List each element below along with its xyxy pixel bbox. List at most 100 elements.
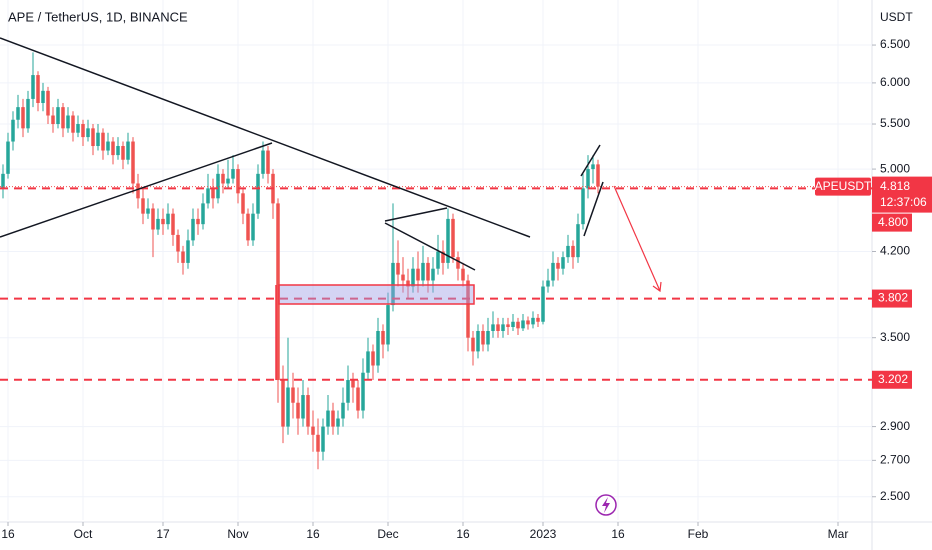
candle-body: [331, 410, 335, 427]
candle-body: [471, 337, 475, 352]
candle-body: [221, 173, 225, 184]
level-tag-box: [872, 289, 912, 308]
y-tick-label: 5.000: [880, 161, 910, 175]
candle-body: [376, 330, 380, 366]
candle-body: [166, 213, 170, 225]
candle-body: [536, 317, 540, 322]
candle-body: [171, 213, 175, 235]
candle-body: [356, 387, 360, 411]
x-tick-label: 16: [456, 527, 470, 541]
candle-body: [441, 251, 445, 263]
candle-body: [51, 115, 55, 125]
candle-body: [276, 203, 280, 381]
candle-body: [116, 146, 120, 156]
trendline: [583, 181, 604, 237]
candle-body: [386, 305, 390, 345]
candle-body: [526, 320, 530, 325]
candle-body: [561, 257, 565, 269]
candle-body: [211, 188, 215, 199]
candle-body: [371, 351, 375, 366]
candle-body: [401, 274, 405, 281]
level-tag-box: [872, 213, 912, 232]
candle-body: [366, 351, 370, 373]
candle-body: [251, 213, 255, 241]
x-tick-label: 17: [156, 527, 170, 541]
candle-body: [46, 90, 50, 116]
candle-body: [496, 324, 500, 331]
candle-body: [421, 262, 425, 281]
candle-body: [111, 141, 115, 156]
y-tick-label: 4.200: [880, 244, 910, 258]
x-tick-label: 16: [1, 527, 15, 541]
candle-body: [26, 98, 30, 129]
candle-body: [61, 107, 65, 129]
candle-body: [396, 262, 400, 275]
candle-body: [581, 188, 585, 225]
symbol-tag-box: [815, 177, 871, 196]
candle-body: [16, 107, 20, 120]
candle-body: [86, 128, 90, 138]
level-tag-box: [872, 370, 912, 389]
candle-body: [596, 164, 600, 187]
candle-body: [126, 141, 130, 160]
candle-body: [501, 324, 505, 331]
candle-body: [206, 188, 210, 204]
candle-body: [521, 320, 525, 329]
candle-body: [31, 75, 35, 99]
candle-body: [146, 208, 150, 214]
x-tick-label: Nov: [227, 527, 248, 541]
candle-body: [11, 119, 15, 142]
event-icon[interactable]: [595, 494, 617, 516]
candle-body: [446, 218, 450, 263]
candle-body: [36, 75, 40, 104]
candle-body: [156, 218, 160, 230]
candle-body: [101, 132, 105, 151]
candle-body: [141, 198, 145, 214]
candle-body: [566, 245, 570, 258]
candle-body: [186, 240, 190, 263]
candle-body: [326, 410, 330, 427]
candle-body: [181, 251, 185, 263]
candle-body: [531, 317, 535, 325]
y-tick-label: 3.500: [880, 330, 910, 344]
candle-body: [266, 150, 270, 174]
candle-body: [131, 141, 135, 184]
candle-body: [406, 280, 410, 287]
candle-body: [196, 218, 200, 225]
trendline: [0, 142, 273, 238]
trendline: [0, 37, 531, 238]
y-tick-label: 2.700: [880, 453, 910, 467]
level-tag: 3.202: [872, 370, 912, 389]
candle-body: [286, 387, 290, 427]
x-tick-label: 2023: [530, 527, 557, 541]
arrow-head: [652, 281, 662, 293]
event-bolt[interactable]: [602, 497, 610, 513]
candle-body: [591, 164, 595, 170]
candle-body: [351, 380, 355, 388]
y-tick-label: 6.500: [880, 37, 910, 51]
candle-body: [281, 380, 285, 427]
candle-body: [541, 286, 545, 322]
level-tag-label: 3.802: [878, 291, 908, 305]
candle-body: [576, 224, 580, 258]
candle-body: [381, 330, 385, 345]
candle-body: [436, 251, 440, 269]
candle-body: [306, 395, 310, 427]
candle-body: [161, 218, 165, 225]
level-tag: 3.802: [872, 289, 912, 308]
drawings: [0, 37, 604, 271]
candle-body: [6, 141, 10, 174]
candle-body: [516, 321, 520, 329]
candle-body: [426, 262, 430, 281]
candle-body: [461, 268, 465, 281]
y-tick-label: 2.900: [880, 419, 910, 433]
candle-body: [151, 208, 155, 230]
arrow: [613, 185, 662, 293]
level-tag-label: 4.800: [878, 215, 908, 229]
x-tick-label: Feb: [688, 527, 709, 541]
y-tick-label: 6.000: [880, 75, 910, 89]
candle-body: [241, 193, 245, 214]
candle-body: [231, 169, 235, 179]
candle-body: [56, 107, 60, 125]
candle-body: [76, 124, 80, 133]
